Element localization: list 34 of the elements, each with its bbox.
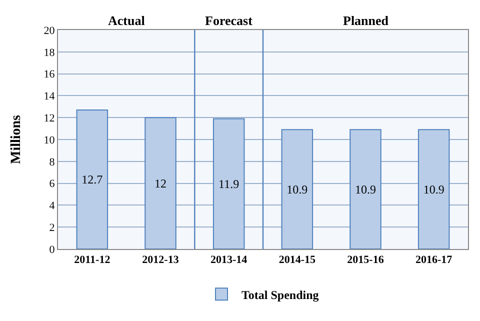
- y-tick-label: 12: [44, 112, 55, 124]
- y-tick-label: 10: [44, 134, 56, 146]
- bar: [144, 117, 176, 249]
- band-label: Planned: [343, 13, 390, 28]
- y-tick-label: 0: [49, 244, 56, 256]
- x-tick-label: 2011-12: [74, 254, 111, 266]
- band-label: Forecast: [205, 13, 254, 28]
- x-tick-label: 2016-17: [415, 254, 453, 266]
- y-tick-label: 6: [49, 178, 56, 190]
- band-label: Actual: [108, 13, 146, 28]
- y-tick-label: 20: [44, 24, 56, 37]
- y-tick-label: 8: [49, 156, 56, 168]
- y-tick-label: 4: [49, 200, 56, 212]
- y-tick-label: 18: [44, 46, 56, 59]
- bar: [212, 118, 245, 249]
- data-label: 11.9: [218, 176, 240, 191]
- x-tick-label: 2014-15: [278, 254, 316, 266]
- x-tick-label: 2012-13: [142, 254, 180, 266]
- bar: [350, 129, 382, 249]
- data-label: 12.7: [82, 172, 103, 186]
- y-axis-title: Millions: [9, 114, 24, 164]
- data-label: 10.9: [286, 182, 308, 196]
- y-tick-label: 16: [44, 68, 56, 81]
- data-label: 12: [154, 176, 167, 190]
- y-tick-label: 2: [49, 222, 55, 234]
- legend-label: Total Spending: [242, 288, 319, 302]
- y-tick-label: 14: [44, 90, 56, 103]
- bar: [76, 109, 108, 249]
- data-label: 10.9: [355, 182, 376, 196]
- x-tick-label: 2015-16: [347, 254, 384, 266]
- bar: [418, 129, 450, 249]
- x-tick-label: 2013-14: [210, 254, 248, 266]
- bar: [281, 129, 314, 249]
- data-label: 10.9: [423, 182, 444, 196]
